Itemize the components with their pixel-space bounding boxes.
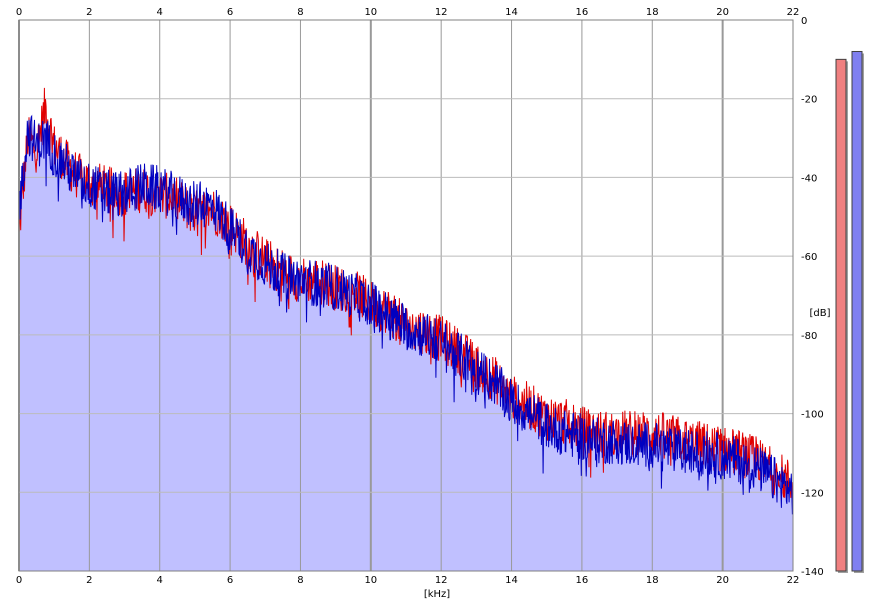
y-tick-label: -100 bbox=[801, 410, 824, 421]
x-axis-label: [kHz] bbox=[424, 589, 450, 600]
x-tick-label-top: 20 bbox=[716, 7, 729, 18]
y-tick-label: -60 bbox=[801, 252, 817, 263]
plot-frame bbox=[18, 19, 794, 572]
y-tick-label: -40 bbox=[801, 173, 817, 184]
x-tick-label-top: 22 bbox=[787, 7, 800, 18]
x-tick-label-bottom: 16 bbox=[576, 575, 589, 586]
x-tick-label-top: 14 bbox=[505, 7, 518, 18]
x-tick-label-bottom: 22 bbox=[787, 575, 800, 586]
y-tick-labels: 0 -20 -40 -60 -80 -100 -120 -140 bbox=[801, 16, 824, 578]
x-tick-label-bottom: 14 bbox=[505, 575, 518, 586]
x-tick-label-bottom: 6 bbox=[227, 575, 233, 586]
x-tick-label-top: 0 bbox=[16, 7, 22, 18]
x-tick-label-top: 12 bbox=[435, 7, 448, 18]
x-tick-label-top: 2 bbox=[86, 7, 92, 18]
level-meter-bar-1 bbox=[835, 58, 847, 572]
y-tick-label: -80 bbox=[801, 331, 817, 342]
level-meters bbox=[835, 50, 864, 573]
x-tick-label-top: 10 bbox=[364, 7, 377, 18]
series-line-2 bbox=[18, 114, 794, 515]
x-tick-label-top: 8 bbox=[297, 7, 303, 18]
y-tick-label: -20 bbox=[801, 95, 817, 106]
y-tick-label: -120 bbox=[801, 488, 824, 499]
x-tick-label-bottom: 2 bbox=[86, 575, 92, 586]
x-tick-label-bottom: 4 bbox=[157, 575, 163, 586]
x-tick-labels-top: 0 2 4 6 8 10 12 14 16 18 20 22 bbox=[16, 7, 800, 18]
x-tick-label-top: 4 bbox=[157, 7, 163, 18]
x-tick-label-bottom: 8 bbox=[297, 575, 303, 586]
series-layer bbox=[18, 87, 794, 515]
x-tick-label-top: 16 bbox=[576, 7, 589, 18]
x-tick-label-bottom: 0 bbox=[16, 575, 22, 586]
x-tick-label-bottom: 20 bbox=[716, 575, 729, 586]
x-tick-label-bottom: 10 bbox=[364, 575, 377, 586]
x-tick-labels-bottom: 0 2 4 6 8 10 12 14 16 18 20 22 bbox=[16, 575, 800, 586]
level-meter-bar-2 bbox=[851, 50, 863, 572]
y-tick-label: 0 bbox=[801, 16, 807, 27]
x-tick-label-bottom: 12 bbox=[435, 575, 448, 586]
y-axis-label: [dB] bbox=[809, 308, 830, 319]
x-tick-label-top: 18 bbox=[646, 7, 659, 18]
y-tick-label: -140 bbox=[801, 567, 824, 578]
x-tick-label-bottom: 18 bbox=[646, 575, 659, 586]
x-tick-label-top: 6 bbox=[227, 7, 233, 18]
